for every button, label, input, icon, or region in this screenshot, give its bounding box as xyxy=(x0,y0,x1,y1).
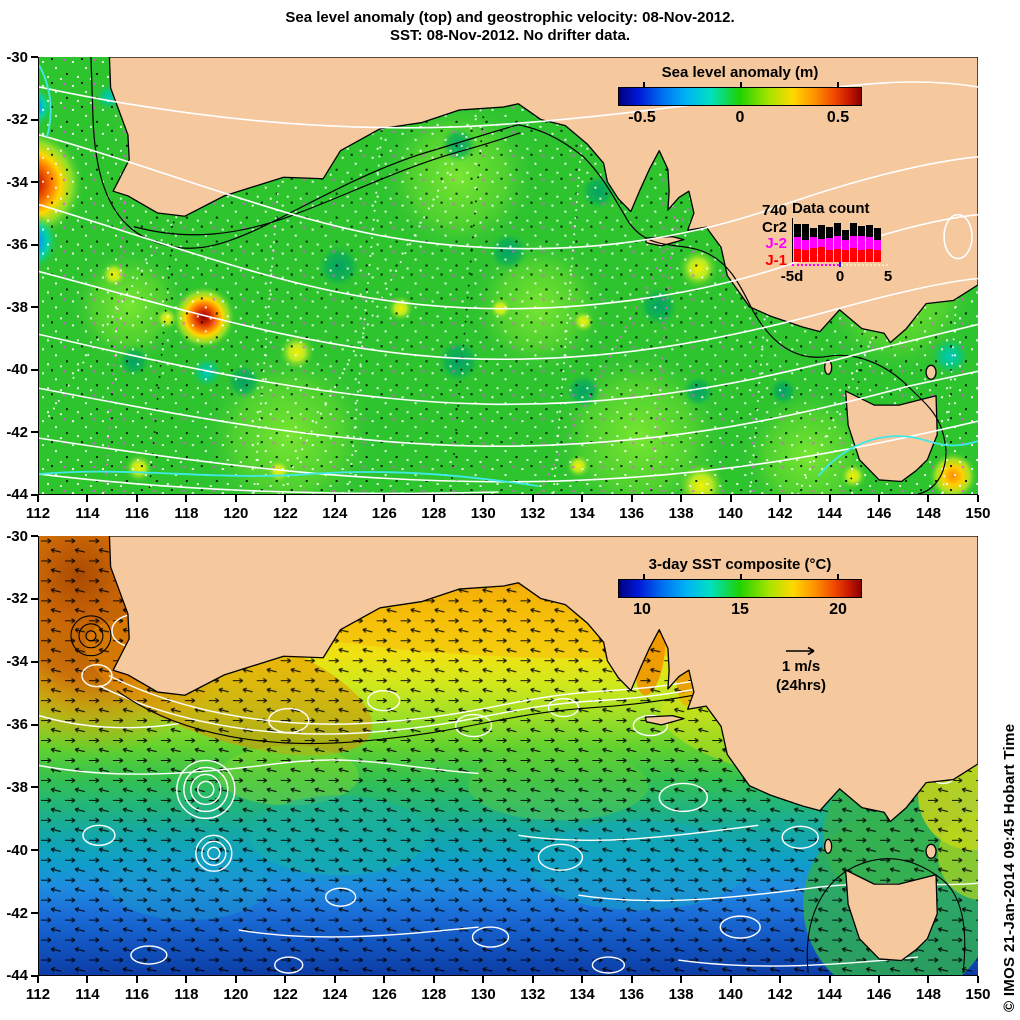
colorbar-tick-mark xyxy=(740,574,742,580)
sla-contours-cyan xyxy=(39,64,978,487)
data-count-bars xyxy=(792,218,888,262)
sla-map xyxy=(39,57,978,494)
copyright-watermark: © IMOS 21-Jan-2014 09:45 Hobart Time xyxy=(1001,723,1018,1012)
data-count-x-ticks: -5d05 xyxy=(780,268,892,285)
shelf-contours xyxy=(90,57,947,494)
sla-colorbar-gradient xyxy=(618,82,862,106)
figure-title-line2: SST: 08-Nov-2012. No drifter data. xyxy=(389,27,631,44)
velocity-scale-arrow-icon xyxy=(786,646,815,656)
data-count-bar xyxy=(866,225,873,262)
colorbar-tick-mark xyxy=(836,574,839,580)
data-count-bar xyxy=(794,224,801,262)
sla-colorbar: Sea level anomaly (m) -0.5 0 0.5 xyxy=(600,64,880,127)
sla-colorbar-labels: -0.5 0 0.5 xyxy=(628,109,850,126)
data-count-zero-tick xyxy=(839,262,841,267)
colorbar-tick-mark xyxy=(643,82,646,88)
data-count-bar xyxy=(810,228,817,262)
data-count-legend-item: Cr2 xyxy=(761,218,787,236)
data-count-legend-item: 740 xyxy=(761,202,787,219)
data-count-bar xyxy=(818,225,825,262)
data-count-bar xyxy=(842,230,849,262)
sla-map-panel xyxy=(38,57,978,495)
data-count-bar xyxy=(850,223,857,262)
sla-x-axis: 112 114 116 118 120 122 124 126 128 130 132 134 136 1… xyxy=(25,505,991,522)
colorbar-tick-mark xyxy=(836,82,839,88)
colorbar-tick-mark xyxy=(643,574,646,580)
sst-map xyxy=(39,536,978,975)
data-count-bar xyxy=(874,228,881,262)
data-count-title: Data count xyxy=(792,200,870,217)
data-count-chart: Data count -5d05 xyxy=(780,200,892,285)
sst-x-axis: 112 114 116 118 120 122 124 126 128 130 132 134 136 1… xyxy=(25,986,991,1003)
sst-colorbar-title: 3-day SST composite (°C) xyxy=(648,556,832,573)
data-count-legend-item: J-2 xyxy=(765,235,787,252)
data-count-bar xyxy=(834,223,841,262)
sla-y-axis: -30 -32 -34 -36 -38 -40 -42 -44 xyxy=(6,48,28,504)
figure-title: Sea level anomaly (top) and geostrophic … xyxy=(0,9,1020,45)
sla-colorbar-title: Sea level anomaly (m) xyxy=(661,64,819,81)
sst-colorbar-labels: 10 15 20 xyxy=(633,601,847,618)
sst-colorbar: 3-day SST composite (°C) 10 15 20 xyxy=(600,556,880,619)
data-count-baseline xyxy=(792,262,888,267)
sst-map-panel xyxy=(38,536,978,976)
data-count-bar xyxy=(858,226,865,262)
sst-colorbar-gradient xyxy=(618,574,862,598)
data-count-legend-item: J-1 xyxy=(765,251,787,269)
data-count-legend: 740 Cr2 J-2 J-1 xyxy=(750,200,787,285)
data-count-bar xyxy=(826,227,833,262)
land-australia-sst xyxy=(108,536,978,962)
velocity-scale: 1 m/s (24hrs) xyxy=(762,646,840,695)
data-count-bar xyxy=(802,224,809,262)
velocity-scale-sublabel: (24hrs) xyxy=(775,677,827,694)
figure-title-line1: Sea level anomaly (top) and geostrophic … xyxy=(285,9,735,26)
sst-y-axis: -30 -32 -34 -36 -38 -40 -42 -44 xyxy=(6,527,28,985)
velocity-scale-label: 1 m/s xyxy=(781,658,821,675)
colorbar-tick-mark xyxy=(740,82,742,88)
